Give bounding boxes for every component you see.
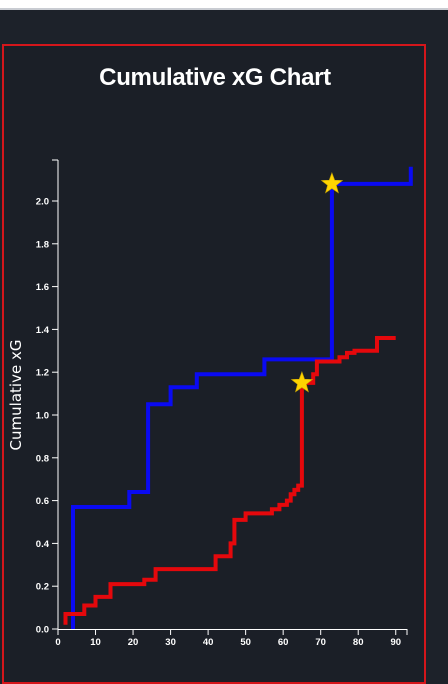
goal-star-icon — [290, 371, 314, 393]
y-tick-label: 0.0 — [36, 625, 49, 636]
x-tick-label: 80 — [353, 637, 364, 648]
y-tick-label: 2.0 — [36, 197, 49, 208]
y-tick-label: 0.4 — [36, 539, 50, 550]
y-tick-label: 0.6 — [36, 496, 49, 507]
series-line-2 — [63, 336, 396, 625]
top-strip-divider — [0, 8, 448, 10]
x-tick-label: 50 — [240, 637, 251, 648]
y-tick-label: 0.8 — [36, 453, 49, 464]
x-tick-label: 0 — [55, 637, 60, 648]
y-tick-label: 0.2 — [36, 582, 49, 593]
x-tick-label: 30 — [165, 637, 176, 648]
x-tick-label: 40 — [203, 637, 214, 648]
y-tick-label: 1.2 — [36, 368, 49, 379]
y-tick-label: 1.0 — [36, 411, 49, 422]
series-line-1 — [71, 166, 413, 629]
top-strip — [0, 0, 448, 8]
x-tick-label: 60 — [278, 637, 289, 648]
cumulative-xg-chart: 0.0 0.2 0.4 0.6 0.8 1.0 1.2 1.4 1.6 1.8 2.0 0 10 20 30… — [7, 159, 413, 648]
chart-title: Cumulative xG Chart — [99, 64, 331, 91]
y-tick-label: 1.4 — [36, 325, 50, 336]
series-layer — [63, 166, 413, 629]
x-tick-label: 90 — [390, 637, 401, 648]
y-tick-label: 1.6 — [36, 282, 49, 293]
x-tick-label: 10 — [90, 637, 101, 648]
axes: 0.0 0.2 0.4 0.6 0.8 1.0 1.2 1.4 1.6 1.8 2.0 0 10 20 30… — [36, 159, 408, 648]
goal-star-icon — [320, 172, 344, 194]
y-axis-title: Cumulative xG — [7, 340, 25, 451]
x-tick-label: 20 — [128, 637, 139, 648]
x-tick-label: 70 — [315, 637, 326, 648]
y-tick-label: 1.8 — [36, 239, 49, 250]
goal-markers — [290, 172, 344, 393]
